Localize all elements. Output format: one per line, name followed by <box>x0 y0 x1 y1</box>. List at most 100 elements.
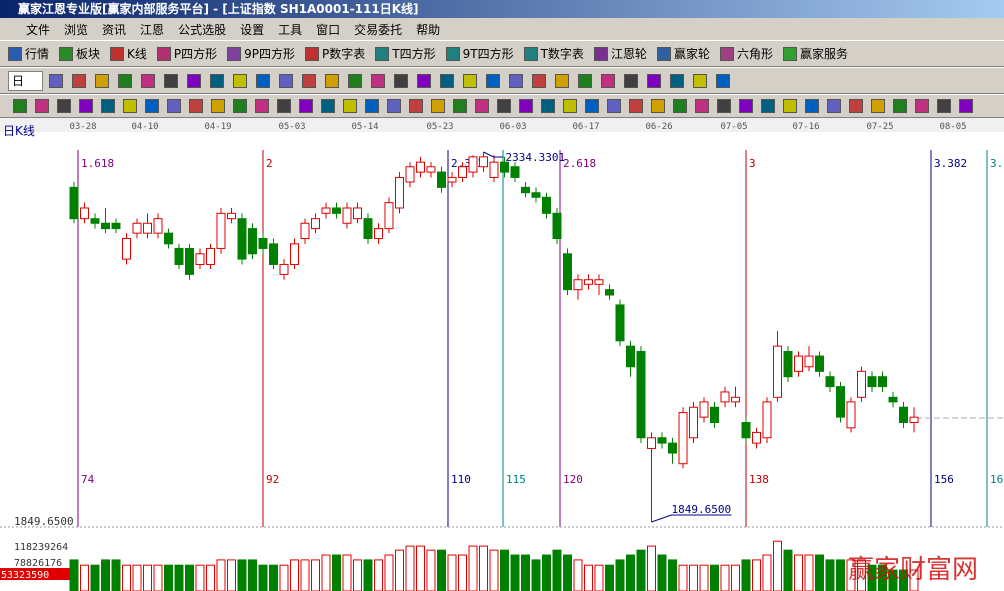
tool-icon[interactable] <box>585 99 599 113</box>
tool-icon[interactable] <box>233 99 247 113</box>
tool-icon[interactable] <box>519 99 533 113</box>
tool-icon[interactable] <box>601 73 615 88</box>
tool-icon[interactable] <box>365 99 379 113</box>
tool-icon[interactable] <box>409 99 423 113</box>
tool-icon[interactable] <box>431 99 445 113</box>
toolbar-button[interactable]: 行情 <box>8 45 49 62</box>
tool-icon[interactable] <box>453 99 467 113</box>
menu-item[interactable]: 浏览 <box>64 22 89 37</box>
tool-icon[interactable] <box>578 73 592 88</box>
tool-icon[interactable] <box>57 99 71 113</box>
tool-icon[interactable] <box>49 73 63 88</box>
tool-icon[interactable] <box>72 73 86 88</box>
tool-icon[interactable] <box>79 99 93 113</box>
tool-icon[interactable] <box>783 99 797 113</box>
tool-icon[interactable] <box>673 99 687 113</box>
tool-icon[interactable] <box>187 73 201 88</box>
tool-icon[interactable] <box>716 73 730 88</box>
tool-icon[interactable] <box>695 99 709 113</box>
tool-icon[interactable] <box>321 99 335 113</box>
tool-icon[interactable] <box>123 99 137 113</box>
tool-icon[interactable] <box>607 99 621 113</box>
toolbar-button[interactable]: 9P四方形 <box>227 45 295 62</box>
tool-icon[interactable] <box>394 73 408 88</box>
tool-icon[interactable] <box>739 99 753 113</box>
tool-icon[interactable] <box>167 99 181 113</box>
tool-icon[interactable] <box>233 73 247 88</box>
tool-icon[interactable] <box>101 99 115 113</box>
tool-icon[interactable] <box>35 99 49 113</box>
tool-icon[interactable] <box>849 99 863 113</box>
tool-icon[interactable] <box>509 73 523 88</box>
tool-icon[interactable] <box>717 99 731 113</box>
tool-icon[interactable] <box>647 73 661 88</box>
menu-item[interactable]: 江恩 <box>140 22 165 37</box>
tool-icon[interactable] <box>893 99 907 113</box>
tool-icon[interactable] <box>805 99 819 113</box>
tool-icon[interactable] <box>141 73 155 88</box>
tool-icon[interactable] <box>541 99 555 113</box>
period-select[interactable]: 日 <box>8 70 43 91</box>
tool-icon[interactable] <box>387 99 401 113</box>
tool-icon[interactable] <box>255 99 269 113</box>
toolbar-button[interactable]: 赢家服务 <box>782 45 848 62</box>
tool-icon[interactable] <box>937 99 951 113</box>
tool-icon[interactable] <box>563 99 577 113</box>
menu-item[interactable]: 设置 <box>240 22 265 37</box>
volume-bar <box>80 564 89 591</box>
menu-item[interactable]: 交易委托 <box>354 22 403 37</box>
menu-item[interactable]: 资讯 <box>102 22 127 37</box>
tool-icon[interactable] <box>118 73 132 88</box>
tool-icon[interactable] <box>417 73 431 88</box>
tool-icon[interactable] <box>761 99 775 113</box>
tool-icon[interactable] <box>440 73 454 88</box>
tool-icon[interactable] <box>915 99 929 113</box>
tool-icon[interactable] <box>475 99 489 113</box>
tool-icon[interactable] <box>95 73 109 88</box>
tool-icon[interactable] <box>371 73 385 88</box>
tool-icon[interactable] <box>463 73 477 88</box>
toolbar-button[interactable]: 赢家轮 <box>656 45 710 62</box>
toolbar-button[interactable]: 板块 <box>59 45 100 62</box>
tool-icon[interactable] <box>693 73 707 88</box>
menu-item[interactable]: 工具 <box>278 22 303 37</box>
tool-icon[interactable] <box>211 99 225 113</box>
tool-icon[interactable] <box>256 73 270 88</box>
toolbar-button[interactable]: K线 <box>110 45 147 62</box>
menu-item[interactable]: 帮助 <box>416 22 441 37</box>
toolbar-button[interactable]: 江恩轮 <box>593 45 647 62</box>
tool-icon[interactable] <box>325 73 339 88</box>
tool-icon[interactable] <box>486 73 500 88</box>
menu-item[interactable]: 文件 <box>26 22 51 37</box>
menu-item[interactable]: 窗口 <box>316 22 341 37</box>
toolbar-button[interactable]: T数字表 <box>523 45 584 62</box>
toolbar-button[interactable]: P数字表 <box>305 45 365 62</box>
tool-icon[interactable] <box>555 73 569 88</box>
tool-icon[interactable] <box>189 99 203 113</box>
tool-icon[interactable] <box>302 73 316 88</box>
tool-icon[interactable] <box>348 73 362 88</box>
candle-body <box>657 437 667 444</box>
tool-icon[interactable] <box>13 99 27 113</box>
menu-item[interactable]: 公式选股 <box>178 22 227 37</box>
toolbar-button[interactable]: P四方形 <box>156 45 217 62</box>
tool-icon[interactable] <box>299 99 313 113</box>
tool-icon[interactable] <box>629 99 643 113</box>
tool-icon[interactable] <box>210 73 224 88</box>
tool-icon[interactable] <box>164 73 178 88</box>
tool-icon[interactable] <box>827 99 841 113</box>
tool-icon[interactable] <box>497 99 511 113</box>
tool-icon[interactable] <box>670 73 684 88</box>
tool-icon[interactable] <box>145 99 159 113</box>
tool-icon[interactable] <box>279 73 293 88</box>
tool-icon[interactable] <box>277 99 291 113</box>
toolbar-button[interactable]: 9T四方形 <box>445 45 514 62</box>
tool-icon[interactable] <box>871 99 885 113</box>
toolbar-button[interactable]: 六角形 <box>719 45 773 62</box>
tool-icon[interactable] <box>624 73 638 88</box>
tool-icon[interactable] <box>959 99 973 113</box>
tool-icon[interactable] <box>651 99 665 113</box>
toolbar-button[interactable]: T四方形 <box>375 45 436 62</box>
tool-icon[interactable] <box>343 99 357 113</box>
tool-icon[interactable] <box>532 73 546 88</box>
